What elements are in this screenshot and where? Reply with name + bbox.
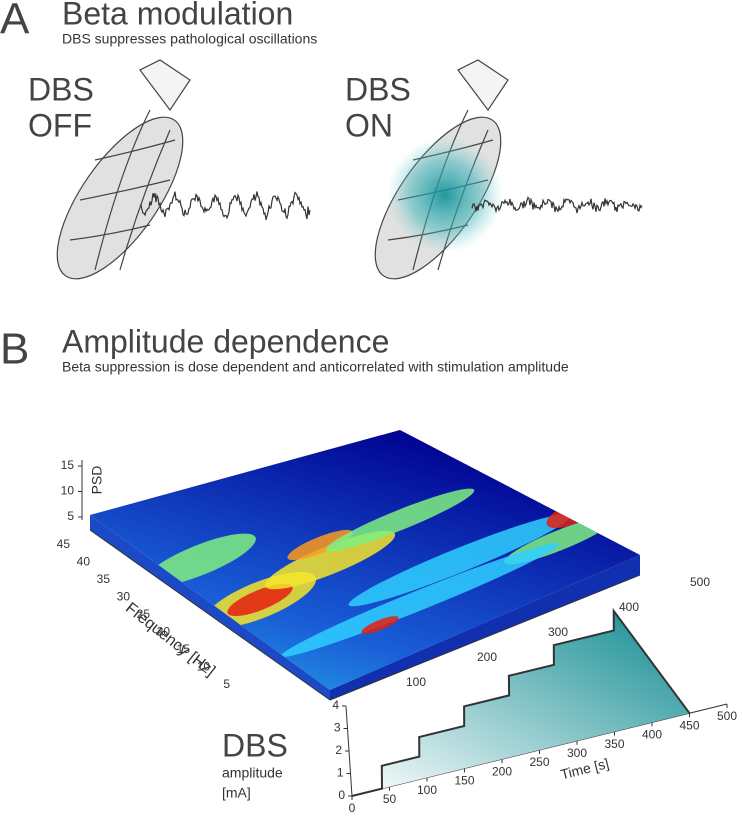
psd-tick-label: 10: [61, 484, 75, 498]
frequency-tick-label: 15: [177, 642, 191, 656]
amplitude-area: [352, 610, 690, 796]
x-tick-label: 300: [567, 746, 587, 760]
frequency-tick-label: 20: [157, 625, 171, 639]
frequency-tick-label: 5: [223, 677, 230, 691]
time-tick-label: 500: [690, 575, 710, 589]
x-tick-label: 50: [383, 792, 397, 806]
frequency-tick-label: 35: [97, 572, 111, 586]
y-tick-label: 1: [337, 766, 344, 780]
frequency-tick-label: 30: [117, 590, 131, 604]
frequency-tick-label: 25: [137, 607, 151, 621]
surface-feature: [227, 583, 293, 617]
frequency-tick-label: 45: [57, 537, 71, 551]
psd-tick-label: 15: [61, 458, 75, 472]
x-tick-label: 150: [454, 774, 474, 788]
condition-label: OFF: [28, 107, 92, 143]
frequency-tick-label: 10: [197, 660, 211, 674]
amplitude-title: DBS: [222, 727, 288, 763]
amplitude-line: [351, 607, 691, 797]
amplitude-chart: 0 50 100 150 200 250 300 350 400 450 500 0 1 2 3 4: [332, 607, 737, 815]
panel-letter: B: [0, 325, 29, 374]
time-tick-label: 200: [477, 650, 497, 664]
nucleus-illustration: [56, 59, 191, 280]
y-tick-label: 4: [332, 698, 339, 712]
amplitude-label: [mA]: [222, 785, 251, 801]
condition-label: DBS: [345, 71, 411, 107]
y-tick-label: 0: [338, 788, 345, 802]
surface-feature: [361, 616, 399, 634]
x-tick-label: 250: [529, 755, 549, 769]
surface-feature: [325, 488, 475, 552]
frequency-tick-label: 40: [77, 555, 91, 569]
psd-label: PSD: [89, 466, 105, 495]
spectrogram-surface: [81, 430, 641, 701]
y-tick-label: 3: [334, 721, 341, 735]
x-tick-label: 500: [717, 709, 737, 723]
nucleus-illustration: [374, 59, 509, 280]
y-tick-label: 2: [335, 743, 342, 757]
condition-label: DBS: [28, 71, 94, 107]
surface-feature: [348, 513, 572, 607]
x-tick-label: 400: [642, 728, 662, 742]
x-tick-label: 200: [492, 764, 512, 778]
x-tick-label: 350: [604, 737, 624, 751]
time-tick-label: 400: [619, 600, 639, 614]
x-tick-label: 0: [349, 801, 356, 815]
amplitude-label: amplitude: [222, 765, 283, 781]
x-tick-label: 450: [679, 718, 699, 732]
time-tick-label: 300: [548, 625, 568, 639]
surface-feature: [280, 543, 560, 657]
condition-label: ON: [345, 107, 393, 143]
panel-title: Amplitude dependence: [62, 323, 389, 359]
surface-feature: [264, 530, 396, 590]
surface-feature: [287, 529, 353, 561]
panel-title: Beta modulation: [62, 0, 293, 31]
lfp-trace: [139, 191, 311, 220]
x-tick-label: 100: [417, 783, 437, 797]
surface-feature: [144, 533, 256, 587]
panel-letter: A: [0, 0, 30, 44]
psd-tick-label: 5: [67, 509, 74, 523]
panel-subtitle: Beta suppression is dose dependent and a…: [62, 359, 569, 375]
lfp-trace: [471, 196, 643, 214]
panel-subtitle: DBS suppresses pathological oscillations: [62, 31, 317, 47]
time-tick-label: 100: [406, 675, 426, 689]
